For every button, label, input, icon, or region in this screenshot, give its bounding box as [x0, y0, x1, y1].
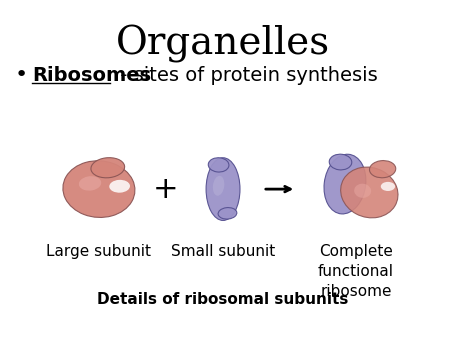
- Ellipse shape: [369, 161, 396, 178]
- Text: Details of ribosomal subunits: Details of ribosomal subunits: [97, 292, 349, 307]
- Ellipse shape: [63, 161, 135, 217]
- Ellipse shape: [381, 182, 395, 191]
- Text: Large subunit: Large subunit: [46, 244, 151, 260]
- Ellipse shape: [91, 158, 125, 178]
- Text: - sites of protein synthesis: - sites of protein synthesis: [114, 66, 378, 84]
- Text: Organelles: Organelles: [116, 25, 330, 63]
- Ellipse shape: [208, 158, 229, 172]
- Text: •: •: [15, 65, 28, 85]
- Ellipse shape: [329, 154, 352, 170]
- Ellipse shape: [79, 176, 101, 191]
- Ellipse shape: [109, 180, 130, 193]
- Ellipse shape: [218, 208, 237, 219]
- Ellipse shape: [341, 167, 398, 218]
- Text: +: +: [153, 175, 178, 203]
- Text: Ribosomes: Ribosomes: [32, 66, 152, 84]
- Text: Small subunit: Small subunit: [171, 244, 275, 260]
- Ellipse shape: [213, 176, 225, 196]
- Text: Complete
functional
ribosome: Complete functional ribosome: [318, 244, 394, 299]
- Ellipse shape: [206, 158, 240, 220]
- Ellipse shape: [324, 154, 366, 214]
- Ellipse shape: [354, 184, 371, 198]
